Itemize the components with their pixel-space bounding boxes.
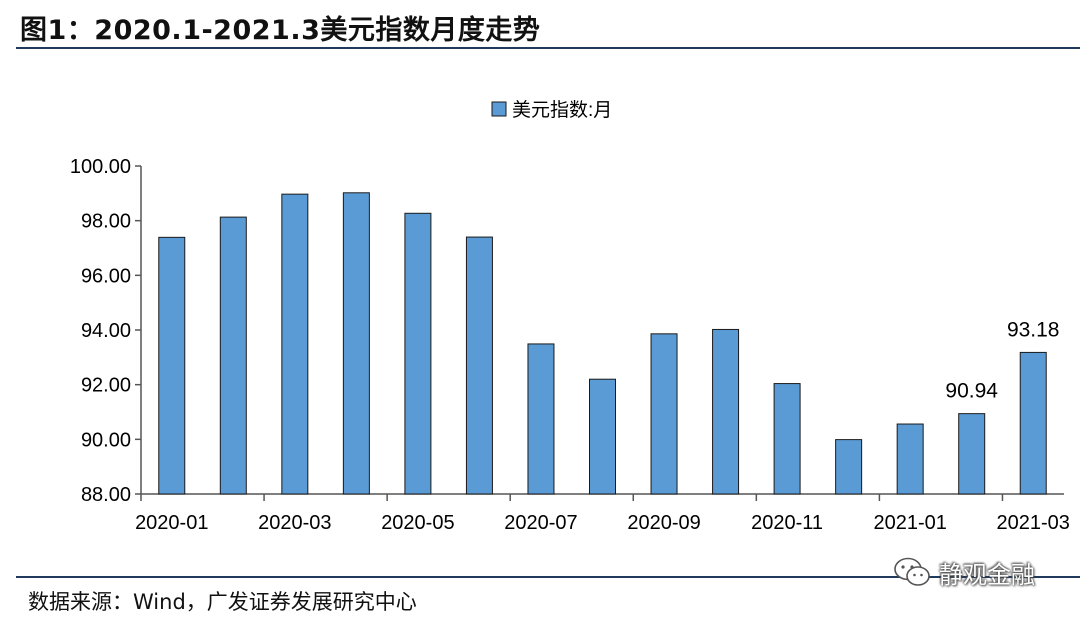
bar-chart: 美元指数:月 88.00 90.00 92.00 94.00 96.00 98.00 100… — [70, 99, 1070, 534]
top-divider — [16, 47, 1080, 49]
y-tick-label: 96.00 — [81, 265, 131, 287]
x-tick-label: 2021-01 — [873, 512, 946, 534]
legend: 美元指数:月 — [491, 99, 612, 121]
data-label: 90.94 — [945, 380, 998, 403]
x-tick-label: 2020-05 — [381, 512, 454, 534]
y-tick-label: 100.00 — [70, 156, 131, 178]
legend-swatch — [491, 101, 507, 117]
y-tick-label: 90.00 — [81, 429, 131, 451]
y-tick-label: 98.00 — [81, 211, 131, 233]
data-label: 93.18 — [1007, 318, 1060, 341]
x-tick-label: 2020-03 — [258, 512, 331, 534]
x-tick-label: 2020-07 — [504, 512, 577, 534]
bar-2020-05 — [404, 212, 432, 495]
bar-2021-01 — [896, 423, 924, 495]
bottom-divider — [16, 576, 1080, 578]
x-tick-label: 2020-01 — [135, 512, 208, 534]
y-tick-label: 88.00 — [81, 484, 131, 506]
bar-2021-03 — [1019, 351, 1047, 495]
bar-2020-10 — [712, 328, 740, 495]
bar-2020-03 — [281, 193, 309, 495]
bar-2020-09 — [650, 333, 678, 495]
bar-2020-08 — [589, 378, 616, 495]
bars — [158, 192, 1047, 495]
bar-2021-02 — [958, 413, 986, 495]
bar-2020-02 — [219, 216, 247, 495]
bar-2020-06 — [465, 236, 493, 495]
watermark: 静观金融 — [893, 555, 1035, 589]
y-axis: 88.00 90.00 92.00 94.00 96.00 98.00 100.00 — [70, 156, 142, 506]
source-note: 数据来源：Wind，广发证券发展研究中心 — [28, 590, 417, 614]
x-axis: 2020-01 2020-03 2020-05 2020-07 2020-09 2020-… — [135, 493, 1070, 534]
bar-2020-01 — [158, 236, 186, 495]
bar-2020-07 — [527, 343, 555, 495]
chart-title: 图1：2020.1-2021.3美元指数月度走势 — [20, 15, 541, 46]
wechat-icon — [894, 557, 930, 586]
y-tick-label: 92.00 — [81, 375, 131, 397]
y-tick-label: 94.00 — [81, 320, 131, 342]
watermark-text: 静观金融 — [939, 560, 1035, 589]
bar-2020-04 — [342, 192, 370, 495]
x-tick-label: 2020-11 — [751, 512, 823, 534]
bar-2020-11 — [773, 383, 801, 495]
bar-2020-12 — [835, 439, 863, 495]
x-tick-label: 2021-03 — [997, 512, 1070, 534]
legend-label: 美元指数:月 — [512, 99, 612, 121]
data-labels: 90.94 93.18 — [945, 318, 1059, 402]
x-tick-label: 2020-09 — [627, 512, 700, 534]
